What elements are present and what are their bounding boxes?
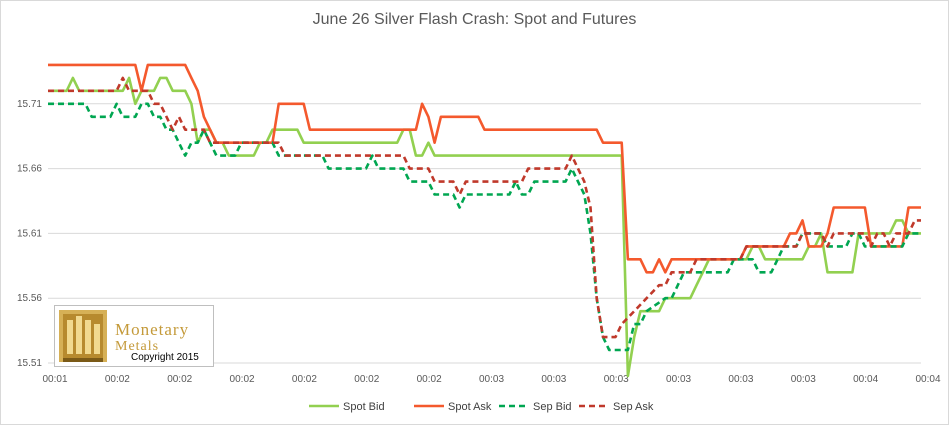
series-line-sep-bid [48,102,921,352]
x-tick-label: 00:03 [479,374,504,385]
logo-copyright: Copyright 2015 [131,352,199,363]
x-tick-label: 00:02 [292,374,317,385]
x-tick-label: 00:02 [230,374,255,385]
x-tick-label: 00:03 [604,374,629,385]
x-tick-label: 00:03 [541,374,566,385]
y-tick-label: 15.61 [17,228,42,239]
y-tick-label: 15.56 [17,293,42,304]
logo-word-monetary: Monetary [115,320,190,339]
legend-label: Sep Bid [533,401,572,413]
series-lines [48,63,921,378]
logo-emblem-icon [59,310,107,362]
series-line-spot-ask [48,63,921,274]
x-tick-label: 00:02 [167,374,192,385]
y-tick-label: 15.51 [17,358,42,369]
x-tick-label: 00:02 [105,374,130,385]
x-tick-label: 00:04 [853,374,878,385]
y-tick-label: 15.66 [17,164,42,175]
legend: Spot Bid Spot Ask Sep Bid Sep Ask [309,401,654,413]
legend-label: Spot Ask [448,401,492,413]
x-tick-label: 00:03 [666,374,691,385]
x-tick-label: 00:02 [417,374,442,385]
series-line-sep-ask [48,76,921,339]
x-tick-label: 00:04 [915,374,940,385]
logo-word-metals: Metals [115,339,160,354]
x-tick-label: 00:02 [354,374,379,385]
y-tick-label: 15.71 [17,99,42,110]
x-tick-label: 00:03 [791,374,816,385]
chart-title: June 26 Silver Flash Crash: Spot and Fut… [312,11,637,28]
legend-label: Sep Ask [613,401,654,413]
monetary-metals-logo: Monetary Metals Copyright 2015 [54,305,214,367]
series-line-spot-bid [48,76,921,378]
legend-label: Spot Bid [343,401,385,413]
x-tick-label: 00:01 [42,374,67,385]
x-tick-label: 00:03 [728,374,753,385]
